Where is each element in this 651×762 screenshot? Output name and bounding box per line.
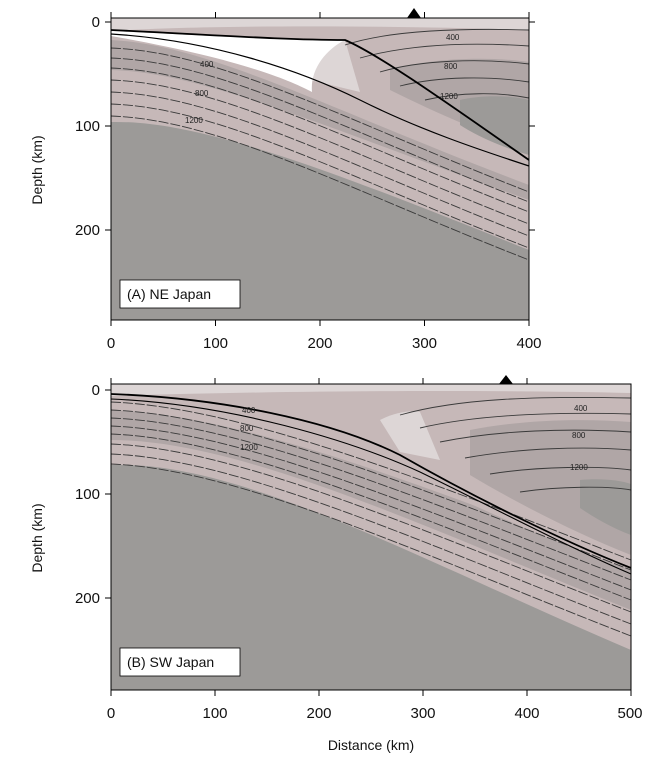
panel-a-wedge-core	[460, 96, 529, 155]
panel-b-label-box	[119, 647, 241, 677]
panel-a-isotherm	[399, 77, 530, 87]
panel-b-slab-isotherms	[110, 401, 632, 637]
panel-a-isotherm	[110, 67, 530, 213]
panel-a-x-tick-label: 200	[307, 335, 332, 352]
panel-b-label: (B) SW Japan	[127, 654, 214, 670]
panel-a-wedge-label-1200: 1200	[440, 92, 458, 101]
panel-a-slab-label-1200: 1200	[185, 116, 203, 125]
panel-b-wedge-light	[380, 411, 440, 460]
panel-sw-japan: 400 800 1200 400 800 1200 0	[29, 375, 643, 753]
panel-a-ticks	[105, 12, 535, 326]
panel-a-label: (A) NE Japan	[127, 286, 211, 302]
panel-b-isotherm	[110, 425, 632, 591]
panel-b-isotherm	[110, 443, 632, 613]
panel-a-isotherm	[110, 91, 530, 237]
panel-a-thermal-field	[110, 18, 530, 261]
panel-ne-japan: 400 800 1200 400 800 1200	[29, 8, 542, 352]
panel-b-isotherm	[439, 429, 632, 443]
panel-a-x-tick-label: 0	[107, 335, 115, 352]
panel-a-label-box	[119, 279, 241, 309]
panel-b-thermal-field	[110, 384, 632, 650]
panel-b-isotherm	[519, 486, 632, 493]
panel-b-isotherm	[110, 453, 632, 625]
panel-b-slab-label-1200: 1200	[240, 443, 258, 452]
panel-a-isotherm	[424, 93, 530, 101]
panel-b-wedge-core	[580, 479, 631, 535]
panel-a-y-axis-title: Depth (km)	[29, 135, 45, 204]
panel-a-y-tick-label: 0	[92, 14, 100, 31]
panel-b-isotherm	[464, 447, 632, 459]
panel-b-y-tick-label: 200	[75, 590, 100, 607]
panel-a-triangle-marker-icon	[407, 8, 421, 18]
panel-a-slab-surface-line	[110, 29, 530, 161]
panel-b-x-axis-title: Distance (km)	[328, 737, 414, 753]
panel-a-wedge-label-800: 800	[444, 62, 458, 71]
panel-a-y-tick-label: 200	[75, 222, 100, 239]
panel-b-y-tick-label: 0	[92, 382, 100, 399]
panel-a-isotherm	[110, 115, 530, 261]
panel-b-slab-label-800: 800	[240, 424, 254, 433]
panel-a-wedge-label-400: 400	[446, 33, 460, 42]
panel-a-isotherm	[110, 79, 530, 225]
panel-a-cold-nose	[111, 31, 345, 92]
panel-b-slab-label-400: 400	[242, 406, 256, 415]
panel-b-isotherm	[399, 396, 632, 416]
panel-b-triangle-marker-icon	[499, 375, 513, 384]
panel-b-slab-surface-line	[110, 393, 632, 569]
panel-b-y-axis-title: Depth (km)	[29, 503, 45, 572]
panel-b-x-tick-label: 400	[514, 705, 539, 722]
panel-b-isotherm	[110, 409, 632, 571]
panel-b-ticks	[105, 378, 632, 696]
panel-b-x-tick-label: 300	[410, 705, 435, 722]
panel-b-wedge-label-1200: 1200	[570, 463, 588, 472]
panel-a-y-tick-label: 100	[75, 118, 100, 135]
panel-b-isotherm	[110, 463, 632, 637]
panel-b-slab-moho-line	[110, 398, 632, 575]
panel-b-x-tick-label: 0	[107, 705, 115, 722]
panel-a-x-tick-label: 100	[203, 335, 228, 352]
panel-b-isotherm	[110, 417, 632, 581]
panel-a-isotherm-labels: 400 800 1200 400 800 1200	[185, 33, 460, 125]
panel-a-x-tick-label: 400	[516, 335, 541, 352]
panel-a-x-tick-label: 300	[412, 335, 437, 352]
panel-b-isotherm-labels: 400 800 1200 400 800 1200	[240, 404, 588, 472]
panel-b-wedge-mid	[470, 420, 631, 555]
panel-a-slab-moho-line	[110, 33, 530, 167]
panel-a-slab-label-800: 800	[195, 89, 209, 98]
panel-a-isotherm	[344, 28, 530, 46]
panel-b-isotherm	[110, 433, 632, 601]
panel-b-isotherm	[110, 401, 632, 561]
panel-b-wedge-label-800: 800	[572, 431, 586, 440]
panel-a-isotherm	[110, 57, 530, 203]
panel-a-slab-isotherms	[110, 47, 530, 261]
panel-b-wedge-isotherms	[399, 396, 632, 493]
panel-a-surface-layer	[111, 18, 529, 31]
panel-b-isotherm	[419, 412, 632, 429]
panel-b-wedge-label-400: 400	[574, 404, 588, 413]
panel-b-x-tick-label: 500	[617, 705, 642, 722]
panel-a-isotherm	[359, 43, 530, 59]
panel-b-isotherm	[489, 466, 632, 475]
panel-b-y-tick-label: 100	[75, 486, 100, 503]
panel-a-slab-label-400: 400	[200, 60, 214, 69]
panel-b-x-tick-label: 200	[306, 705, 331, 722]
panel-b-frame	[110, 383, 632, 691]
panel-b-surface-layer	[111, 384, 631, 396]
panel-b-x-tick-label: 100	[202, 705, 227, 722]
panel-a-isotherm	[110, 103, 530, 249]
panel-a-isotherm	[110, 47, 530, 193]
